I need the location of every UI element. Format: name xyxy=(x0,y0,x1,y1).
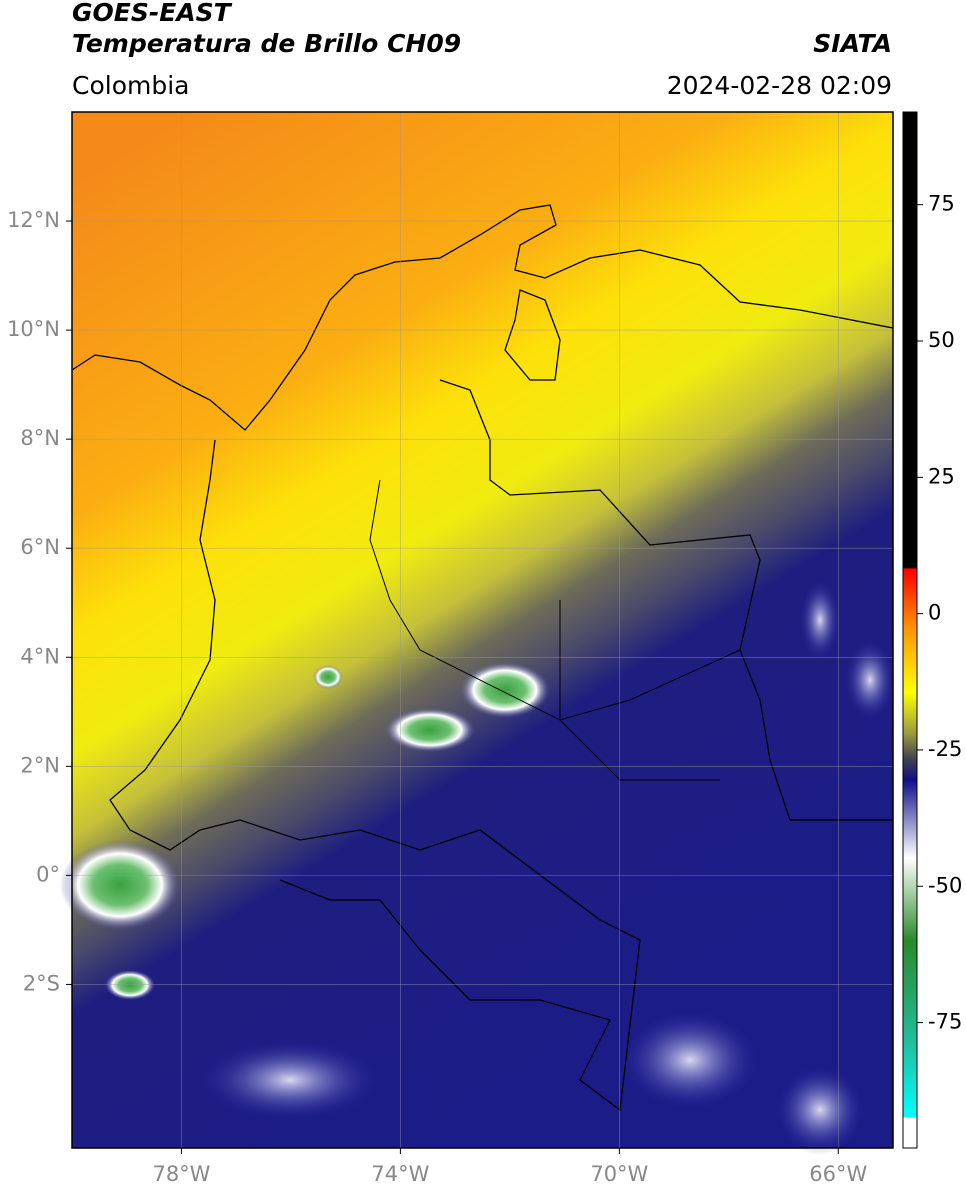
lon-tick-label: 78°W xyxy=(152,1162,210,1186)
datetime: 2024-02-28 02:09 xyxy=(667,71,892,100)
lat-tick-label: 2°S xyxy=(23,971,60,995)
lat-tick-label: 4°N xyxy=(20,644,60,668)
lat-tick-label: 6°N xyxy=(20,535,60,559)
colorbar-tick-label: 25 xyxy=(928,464,955,488)
subtitle: Temperatura de Brillo CH09 xyxy=(72,29,461,58)
colorbar-tick-label: -75 xyxy=(928,1010,962,1034)
map-frame xyxy=(71,111,894,1149)
colorbar-tick-label: -50 xyxy=(928,873,962,897)
lon-tick-label: 74°W xyxy=(371,1162,429,1186)
agency: SIATA xyxy=(813,29,892,58)
lat-tick-label: 2°N xyxy=(20,753,60,777)
lat-tick-label: 8°N xyxy=(20,426,60,450)
map-imagery xyxy=(60,112,895,1155)
colorbar-tick-label: 50 xyxy=(928,328,955,352)
lat-tick-label: 0° xyxy=(36,862,60,886)
lat-tick-label: 10°N xyxy=(7,317,60,341)
colorbar-tick-label: -25 xyxy=(928,737,962,761)
lon-tick-label: 70°W xyxy=(590,1162,648,1186)
region: Colombia xyxy=(72,71,189,100)
colorbar xyxy=(902,111,918,1149)
lat-tick-label: 12°N xyxy=(7,208,60,232)
colorbar-tick-label: 0 xyxy=(928,601,941,625)
graticule xyxy=(72,112,893,1148)
lon-tick-label: 66°W xyxy=(809,1162,867,1186)
colorbar-tick-label: 75 xyxy=(928,192,955,216)
title: GOES-EAST xyxy=(72,0,233,27)
